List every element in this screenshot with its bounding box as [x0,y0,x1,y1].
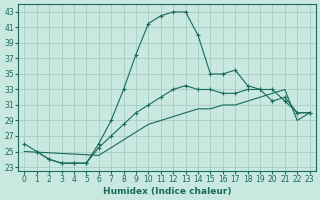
X-axis label: Humidex (Indice chaleur): Humidex (Indice chaleur) [103,187,231,196]
